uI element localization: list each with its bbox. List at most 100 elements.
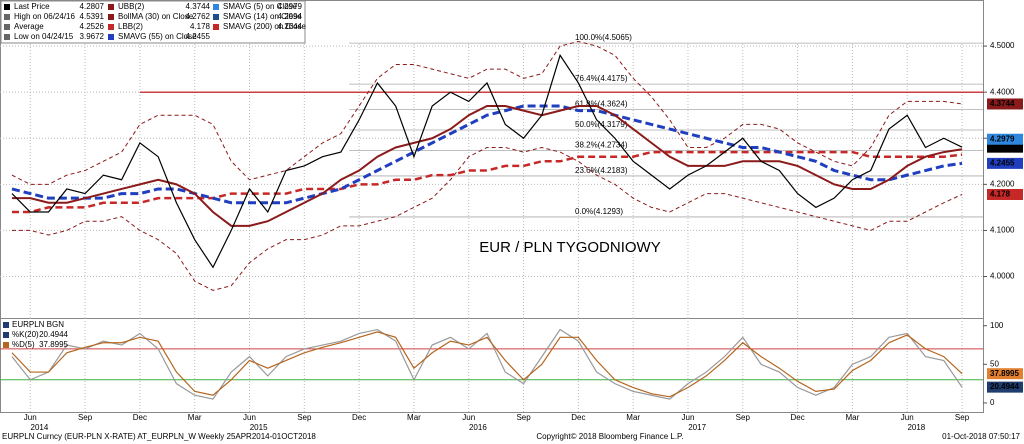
y-tick-label: 4.1000 [990, 226, 1015, 235]
legend-swatch [108, 4, 114, 10]
legend-swatch [4, 34, 10, 40]
legend-label: %K(20) [12, 330, 39, 339]
legend-value: 4.2526 [80, 22, 105, 31]
x-year-label: 2016 [469, 423, 487, 432]
x-tick-label: Dec [352, 413, 366, 422]
legend-swatch [3, 342, 9, 348]
fib-label: 38.2%(4.2734) [575, 141, 628, 150]
value-tag [987, 157, 1023, 169]
x-tick-label: Sep [78, 413, 93, 422]
value-tag [987, 188, 1023, 200]
series-line [11, 328, 963, 400]
x-tick-label: Jun [901, 413, 914, 422]
x-tick-label: Sep [955, 413, 970, 422]
legend-label: SMAVG (55) on Close [118, 32, 197, 41]
value-tag-label: 4.3744 [990, 99, 1015, 108]
y-tick-label: 0 [990, 398, 995, 407]
fib-label: 100.0%(4.5065) [575, 33, 632, 42]
series-line [11, 146, 963, 291]
x-tick-label: Jun [462, 413, 475, 422]
x-year-label: 2018 [907, 423, 925, 432]
legend-value: 4.2994 [278, 12, 303, 21]
x-tick-label: Dec [790, 413, 804, 422]
legend-value: 4.5391 [80, 12, 105, 21]
x-year-label: 2017 [688, 423, 706, 432]
x-tick-label: Mar [626, 413, 640, 422]
x-tick-label: Jun [243, 413, 256, 422]
legend-value: 20.4944 [39, 330, 68, 339]
legend-value: 4.2762 [186, 12, 211, 21]
value-tag-label: 4.2979 [990, 134, 1015, 143]
legend-label: Last Price [14, 2, 50, 11]
fib-label: 0.0%(4.1293) [575, 207, 623, 216]
x-tick-label: Mar [407, 413, 421, 422]
footer-center: Copyright© 2018 Bloomberg Finance L.P. [536, 432, 683, 441]
legend-swatch [108, 24, 114, 30]
legend-swatch [4, 4, 10, 10]
series-line [11, 331, 963, 398]
value-tag [987, 368, 1023, 380]
lower-panel-frame [0, 318, 984, 413]
legend-label: Average [14, 22, 44, 31]
legend-label: SMAVG (5) on Close [223, 2, 298, 11]
series-line [11, 53, 963, 269]
legend-value: 37.8995 [39, 340, 68, 349]
legend-label: UBB(2) [118, 2, 145, 11]
fib-label: 23.6%(4.2183) [575, 166, 628, 175]
series-line [11, 150, 963, 214]
legend-value: 4.178 [190, 22, 211, 31]
footer-right: 01-Oct-2018 07:50:17 [942, 432, 1020, 441]
y-tick-label: 50 [990, 359, 999, 368]
legend-value: 4.2455 [186, 32, 211, 41]
value-tag-label: 4.2807 [990, 142, 1015, 151]
x-tick-label: Dec [133, 413, 147, 422]
series-line [11, 40, 963, 185]
value-tag [987, 98, 1023, 110]
y-tick-label: 4.5000 [990, 41, 1015, 50]
legend-box [0, 0, 306, 44]
annotation: EUR / PLN TYGODNIOWY [479, 239, 660, 256]
value-tag [987, 381, 1023, 393]
x-year-label: 2015 [250, 423, 268, 432]
y-tick-label: 4.2000 [990, 179, 1015, 188]
legend-value: 4.2644 [278, 22, 303, 31]
x-tick-label: Jun [682, 413, 695, 422]
legend-label: SMAVG (200) on Close [223, 22, 307, 31]
legend-swatch [108, 34, 114, 40]
x-tick-label: Sep [736, 413, 751, 422]
x-tick-label: Mar [188, 413, 202, 422]
legend-value: 4.3744 [186, 2, 211, 11]
legend-swatch [213, 4, 219, 10]
value-tag [987, 133, 1023, 145]
value-tag-label: 37.8995 [990, 369, 1019, 378]
x-year-label: 2014 [31, 423, 49, 432]
fib-label: 76.4%(4.4175) [575, 74, 628, 83]
legend-value: 4.2979 [278, 2, 303, 11]
x-tick-label: Mar [846, 413, 860, 422]
y-tick-label: 4.4000 [990, 87, 1015, 96]
legend-label: BollMA (30) on Close [118, 12, 194, 21]
legend-swatch [213, 14, 219, 20]
legend-label: LBB(2) [118, 22, 143, 31]
legend-label: Low on 04/24/15 [14, 32, 74, 41]
legend-swatch [4, 24, 10, 30]
legend-title: EURPLN BGN [12, 320, 64, 329]
value-tag-label: 4.2455 [990, 158, 1015, 167]
legend-value: 3.9672 [80, 32, 105, 41]
y-tick-label: 4.0000 [990, 272, 1015, 281]
x-tick-label: Jun [24, 413, 37, 422]
legend-value: 4.2807 [80, 2, 105, 11]
legend-swatch [213, 24, 219, 30]
footer-left: EURPLN Curncy (EUR-PLN X-RATE) AT_EURPLN… [2, 432, 316, 441]
legend-swatch [3, 332, 9, 338]
fib-label: 61.8%(4.3624) [575, 100, 628, 109]
value-tag [987, 141, 1023, 153]
legend-swatch [108, 14, 114, 20]
x-tick-label: Sep [297, 413, 312, 422]
legend-swatch [3, 322, 9, 328]
x-tick-label: Dec [571, 413, 585, 422]
x-tick-label: Sep [516, 413, 531, 422]
legend-label: %D(5) [12, 340, 35, 349]
